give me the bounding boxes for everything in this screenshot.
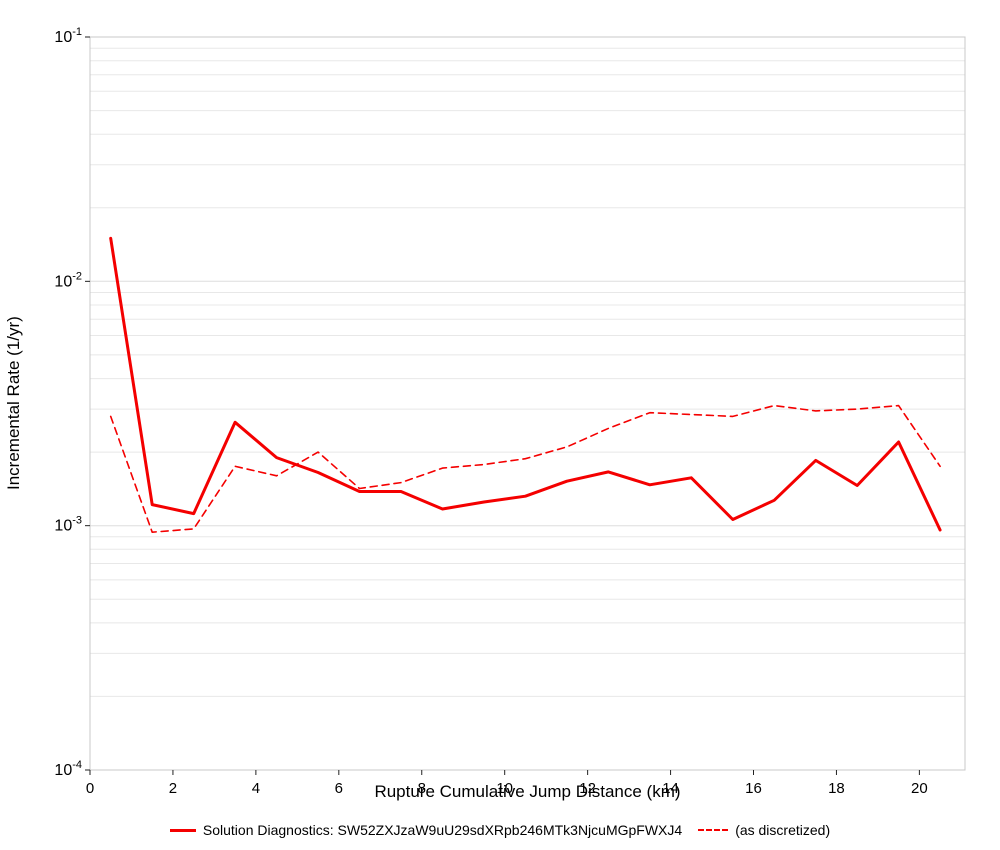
dashed-line-swatch — [698, 829, 729, 831]
y-tick-label: 10-3 — [54, 515, 82, 535]
y-axis-title: Incremental Rate (1/yr) — [4, 316, 23, 491]
x-tick-label: 20 — [911, 780, 928, 797]
x-tick-label: 10 — [496, 780, 513, 797]
legend-item-discretized: (as discretized) — [698, 822, 830, 838]
y-tick-label: 10-4 — [54, 759, 82, 779]
x-tick-label: 18 — [828, 780, 845, 797]
plot-border — [89, 36, 966, 771]
x-tick-label: 0 — [86, 780, 94, 797]
series-discretized-line — [109, 404, 941, 534]
x-tick-label: 4 — [252, 780, 260, 797]
y-tick-label: 10-2 — [54, 270, 82, 290]
x-tick-label: 6 — [335, 780, 343, 797]
legend-label-solution: Solution Diagnostics: SW52ZXJzaW9uU29sdX… — [202, 822, 683, 838]
legend-label-discretized: (as discretized) — [735, 822, 831, 838]
x-tick-label: 2 — [169, 780, 177, 797]
legend: Solution Diagnostics: SW52ZXJzaW9uU29sdX… — [0, 822, 1000, 838]
y-tick-label: 10-1 — [54, 26, 82, 46]
x-tick-label: 8 — [418, 780, 426, 797]
series-solution-line — [109, 236, 942, 532]
x-tick-label: 12 — [579, 780, 596, 797]
solid-line-swatch — [169, 828, 196, 832]
x-axis-title: Rupture Cumulative Jump Distance (km) — [374, 782, 681, 801]
legend-item-solution: Solution Diagnostics: SW52ZXJzaW9uU29sdX… — [169, 822, 683, 838]
x-tick-label: 16 — [745, 780, 762, 797]
x-tick-label: 14 — [662, 780, 679, 797]
